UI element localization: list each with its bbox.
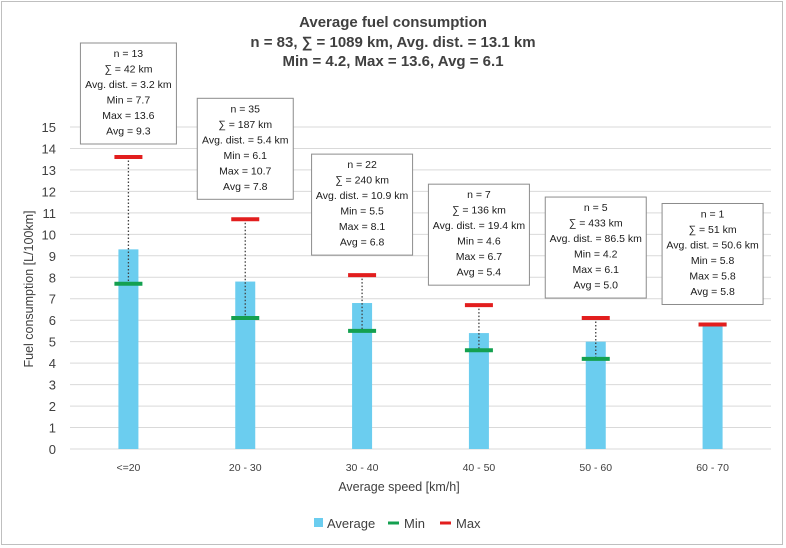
annotation-line: Avg = 6.8 xyxy=(340,237,385,249)
x-tick-label: 20 - 30 xyxy=(229,462,262,474)
y-tick-label: 10 xyxy=(42,227,56,242)
y-tick-label: 11 xyxy=(43,206,57,221)
annotation-line: Avg = 5.0 xyxy=(574,280,619,292)
y-axis-label: Fuel consumption [L/100km] xyxy=(22,210,36,367)
annotation-line: ∑ = 51 km xyxy=(689,224,737,236)
y-tick-label: 7 xyxy=(49,292,56,307)
annotation-line: ∑ = 42 km xyxy=(104,64,152,76)
min-max-markers xyxy=(114,155,727,361)
annotation-line: Avg. dist. = 5.4 km xyxy=(202,134,289,146)
y-tick-label: 5 xyxy=(49,335,56,350)
annotation-line: n = 7 xyxy=(467,189,491,201)
x-tick-label: 30 - 40 xyxy=(346,462,379,474)
chart-subtitle-line-1: n = 83, ∑ = 1089 km, Avg. dist. = 13.1 k… xyxy=(250,34,535,51)
legend-label-max: Max xyxy=(456,516,481,531)
annotation-line: Avg. dist. = 50.6 km xyxy=(666,239,759,251)
bar-average xyxy=(702,324,723,449)
annotation-line: ∑ = 187 km xyxy=(218,119,272,131)
annotation-line: Avg = 5.4 xyxy=(457,267,502,279)
x-axis-label: Average speed [km/h] xyxy=(338,480,459,494)
y-tick-label: 1 xyxy=(49,421,56,436)
y-tick-label: 9 xyxy=(49,249,56,264)
annotation-line: Max = 6.7 xyxy=(456,251,503,263)
y-tick-label: 3 xyxy=(49,378,56,393)
y-tick-label: 2 xyxy=(49,399,56,414)
annotation-line: Max = 5.8 xyxy=(689,270,736,282)
legend-label-min: Min xyxy=(404,516,425,531)
annotation-box xyxy=(196,97,294,200)
annotation-box xyxy=(79,42,177,145)
annotation-box xyxy=(661,202,764,305)
y-tick-label: 6 xyxy=(49,313,56,328)
bar-average xyxy=(352,303,373,449)
average-bars xyxy=(118,249,723,449)
y-tick-label: 14 xyxy=(42,141,56,156)
y-tick-label: 12 xyxy=(42,184,56,199)
x-tick-label: 40 - 50 xyxy=(463,462,496,474)
annotation-line: Min = 5.8 xyxy=(691,255,735,267)
annotation-line: n = 22 xyxy=(347,159,377,171)
annotation-line: ∑ = 433 km xyxy=(569,218,623,230)
annotation-box xyxy=(311,153,414,256)
annotation-line: n = 35 xyxy=(231,103,261,115)
annotation-line: n = 1 xyxy=(701,208,725,220)
x-tick-label: <=20 xyxy=(116,462,140,474)
annotation-line: Avg. dist. = 3.2 km xyxy=(85,79,172,91)
annotation-line: Max = 10.7 xyxy=(219,165,271,177)
annotation-line: Avg = 9.3 xyxy=(106,126,151,138)
group-annotations: n = 13 ∑ = 42 km Avg. dist. = 3.2 km Min = … xyxy=(79,42,764,305)
annotation-line: Avg = 7.8 xyxy=(223,181,268,193)
annotation-line: ∑ = 240 km xyxy=(335,175,389,187)
legend: Average Min Max xyxy=(314,516,481,531)
annotation-line: ∑ = 136 km xyxy=(452,205,506,217)
annotation-line: Max = 6.1 xyxy=(573,264,620,276)
y-tick-label: 8 xyxy=(49,270,56,285)
y-tick-label: 4 xyxy=(49,356,56,371)
gridlines xyxy=(70,126,771,450)
x-tick-label: 60 - 70 xyxy=(696,462,729,474)
annotation-line: Min = 4.2 xyxy=(574,249,618,261)
annotation-line: n = 13 xyxy=(114,48,144,60)
bar-average xyxy=(468,333,489,449)
chart-subtitle-line-2: Min = 4.2, Max = 13.6, Avg = 6.1 xyxy=(282,53,503,70)
y-tick-label: 15 xyxy=(42,120,56,135)
chart-title: Average fuel consumption xyxy=(299,14,487,31)
annotation-box xyxy=(427,183,530,286)
legend-swatch-average xyxy=(314,518,323,527)
legend-item-max[interactable]: Max xyxy=(440,516,481,531)
annotation-line: Min = 4.6 xyxy=(457,236,501,248)
annotation-line: Avg. dist. = 86.5 km xyxy=(550,233,643,245)
annotation-line: Avg. dist. = 19.4 km xyxy=(433,220,526,232)
bar-average xyxy=(235,281,256,449)
annotation-line: Min = 7.7 xyxy=(107,95,151,107)
annotation-line: Min = 6.1 xyxy=(224,150,268,162)
annotation-box xyxy=(544,196,647,299)
legend-label-average: Average xyxy=(327,516,375,531)
bar-average xyxy=(585,341,606,449)
annotation-line: Avg. dist. = 10.9 km xyxy=(316,190,409,202)
annotation-line: Max = 13.6 xyxy=(102,110,154,122)
y-tick-label: 0 xyxy=(49,442,56,457)
annotation-line: Max = 8.1 xyxy=(339,221,386,233)
y-tick-label: 13 xyxy=(42,163,56,178)
x-axis-ticks: <=20 20 - 30 30 - 40 40 - 50 50 - 60 60 - 70 xyxy=(116,462,729,474)
annotation-line: Avg = 5.8 xyxy=(690,286,735,298)
annotation-line: Min = 5.5 xyxy=(340,206,384,218)
bar-average xyxy=(118,249,139,449)
min-max-connectors xyxy=(127,157,597,359)
legend-item-average[interactable]: Average xyxy=(314,516,375,531)
legend-item-min[interactable]: Min xyxy=(388,516,425,531)
x-tick-label: 50 - 60 xyxy=(579,462,612,474)
annotation-line: n = 5 xyxy=(584,202,608,214)
